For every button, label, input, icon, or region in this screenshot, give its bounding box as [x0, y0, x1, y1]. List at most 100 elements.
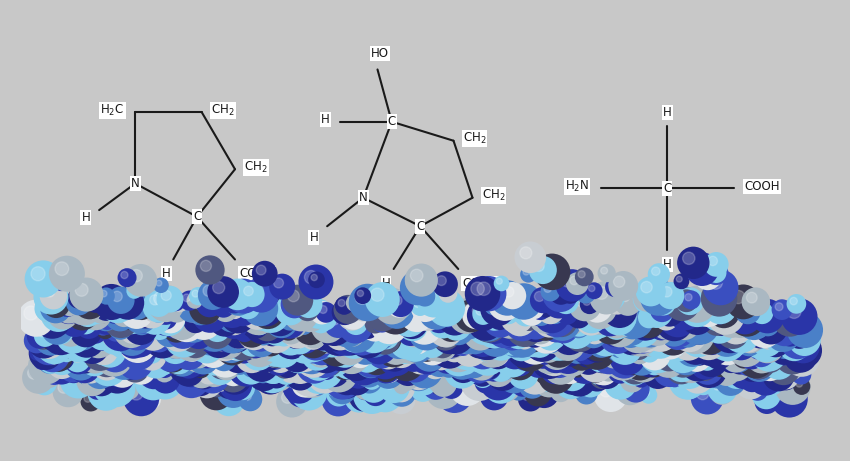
Circle shape [73, 338, 79, 344]
Circle shape [344, 351, 354, 361]
Circle shape [772, 323, 785, 337]
Circle shape [218, 362, 231, 376]
Circle shape [701, 359, 717, 375]
Circle shape [654, 335, 673, 353]
Circle shape [347, 370, 359, 381]
Circle shape [454, 324, 484, 355]
Circle shape [278, 345, 296, 363]
Circle shape [124, 329, 144, 350]
Circle shape [347, 356, 361, 370]
Circle shape [495, 333, 503, 342]
Circle shape [574, 370, 600, 396]
Circle shape [534, 389, 547, 402]
Circle shape [287, 329, 322, 364]
Circle shape [198, 337, 210, 349]
Circle shape [722, 347, 748, 372]
Circle shape [42, 349, 51, 359]
Text: proline: proline [132, 296, 177, 309]
Circle shape [647, 323, 656, 331]
Circle shape [451, 334, 473, 356]
Circle shape [49, 345, 75, 371]
Circle shape [201, 331, 209, 340]
Circle shape [609, 296, 619, 304]
Circle shape [314, 341, 337, 365]
Circle shape [313, 330, 337, 354]
Circle shape [643, 324, 653, 334]
Circle shape [559, 349, 567, 357]
Circle shape [313, 364, 326, 377]
Circle shape [717, 322, 732, 336]
Circle shape [434, 314, 445, 325]
Circle shape [204, 343, 219, 359]
Circle shape [504, 306, 540, 341]
Circle shape [651, 347, 675, 372]
Circle shape [200, 377, 233, 410]
Circle shape [226, 359, 243, 376]
Circle shape [216, 295, 225, 303]
Circle shape [162, 308, 169, 315]
Circle shape [439, 347, 461, 369]
Circle shape [681, 351, 700, 370]
Circle shape [630, 354, 642, 366]
Circle shape [445, 314, 455, 325]
Circle shape [688, 343, 694, 350]
Circle shape [173, 355, 204, 387]
Circle shape [681, 360, 706, 385]
Circle shape [668, 338, 705, 375]
Circle shape [416, 298, 427, 309]
Circle shape [405, 331, 425, 352]
Circle shape [247, 358, 280, 391]
Circle shape [264, 340, 274, 349]
Circle shape [612, 307, 643, 337]
Circle shape [94, 386, 105, 396]
Circle shape [195, 366, 206, 377]
Circle shape [592, 344, 607, 358]
Circle shape [704, 356, 715, 367]
Circle shape [671, 298, 679, 307]
Circle shape [300, 357, 337, 394]
Circle shape [506, 332, 517, 344]
Circle shape [490, 303, 500, 313]
Circle shape [309, 351, 315, 358]
Circle shape [747, 351, 762, 365]
Circle shape [134, 313, 160, 339]
Circle shape [655, 296, 665, 305]
Circle shape [582, 317, 594, 328]
Circle shape [490, 329, 514, 352]
Circle shape [157, 311, 168, 322]
Circle shape [133, 348, 150, 365]
Circle shape [207, 383, 225, 400]
Circle shape [241, 337, 275, 371]
Circle shape [105, 323, 127, 344]
Circle shape [609, 339, 645, 375]
Circle shape [531, 320, 548, 337]
Circle shape [791, 351, 802, 363]
Circle shape [48, 340, 60, 352]
Circle shape [691, 294, 725, 327]
Circle shape [518, 340, 524, 346]
Circle shape [54, 294, 83, 324]
Circle shape [564, 332, 581, 350]
Circle shape [467, 306, 477, 317]
Circle shape [651, 327, 663, 338]
Circle shape [428, 295, 446, 312]
Circle shape [441, 336, 468, 362]
Circle shape [215, 331, 224, 340]
Circle shape [352, 354, 363, 364]
Circle shape [444, 379, 452, 389]
Circle shape [701, 322, 716, 337]
Circle shape [42, 332, 53, 343]
Circle shape [89, 349, 128, 386]
Circle shape [286, 303, 305, 324]
Circle shape [434, 336, 444, 346]
Circle shape [534, 303, 541, 311]
Circle shape [54, 306, 73, 325]
Circle shape [216, 309, 241, 334]
Circle shape [676, 315, 697, 336]
Circle shape [637, 357, 643, 364]
Circle shape [596, 370, 608, 382]
Circle shape [37, 336, 57, 356]
Circle shape [40, 331, 65, 355]
Circle shape [649, 345, 660, 355]
Circle shape [717, 322, 751, 356]
